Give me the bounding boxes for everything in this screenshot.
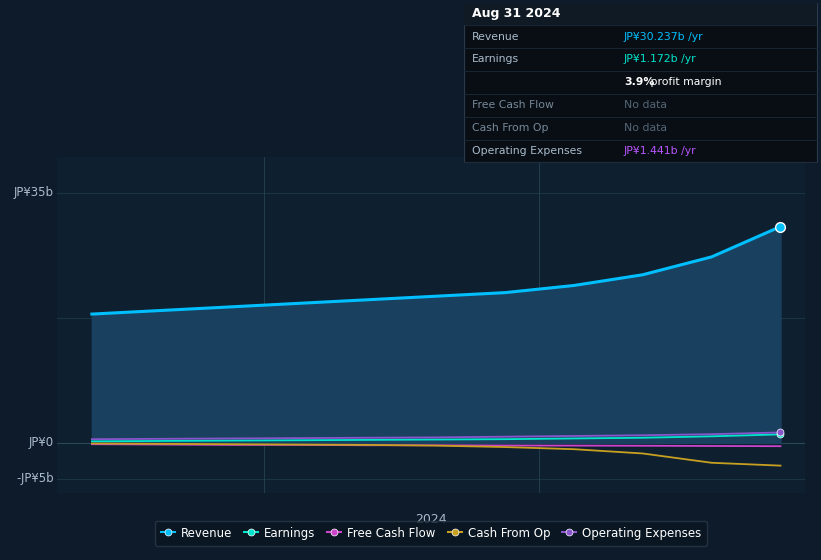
Text: JP¥0: JP¥0	[29, 436, 53, 449]
Text: JP¥1.172b /yr: JP¥1.172b /yr	[624, 54, 696, 64]
Legend: Revenue, Earnings, Free Cash Flow, Cash From Op, Operating Expenses: Revenue, Earnings, Free Cash Flow, Cash …	[155, 521, 707, 545]
Text: profit margin: profit margin	[647, 77, 722, 87]
Text: JP¥30.237b /yr: JP¥30.237b /yr	[624, 31, 704, 41]
Text: Operating Expenses: Operating Expenses	[472, 146, 582, 156]
Text: Cash From Op: Cash From Op	[472, 123, 548, 133]
Text: 3.9%: 3.9%	[624, 77, 654, 87]
Text: -JP¥5b: -JP¥5b	[16, 472, 53, 485]
Text: No data: No data	[624, 100, 667, 110]
Text: Free Cash Flow: Free Cash Flow	[472, 100, 554, 110]
Text: JP¥35b: JP¥35b	[14, 186, 53, 199]
Text: No data: No data	[624, 123, 667, 133]
Text: JP¥1.441b /yr: JP¥1.441b /yr	[624, 146, 696, 156]
Text: Revenue: Revenue	[472, 31, 520, 41]
Text: Aug 31 2024: Aug 31 2024	[472, 7, 561, 21]
Text: Earnings: Earnings	[472, 54, 519, 64]
Text: 2024: 2024	[415, 513, 447, 526]
